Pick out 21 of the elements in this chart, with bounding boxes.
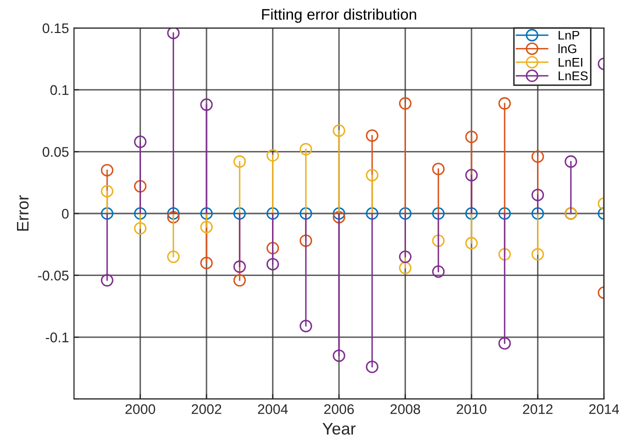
x-tick-label: 2010 — [456, 404, 486, 414]
x-tick-label: 2004 — [258, 404, 288, 414]
legend-label: lnG — [558, 44, 576, 54]
y-tick-label: 0.1 — [50, 85, 68, 96]
x-tick-label: 2000 — [126, 404, 156, 414]
y-axis-title: Error — [17, 195, 29, 231]
x-tick-label: 2002 — [192, 404, 222, 414]
x-tick-label: 2014 — [589, 404, 619, 414]
legend-label: LnEI — [558, 58, 582, 67]
x-tick-label: 2006 — [324, 404, 354, 414]
x-tick-label: 2012 — [523, 404, 553, 414]
y-tick-label: -0.05 — [38, 270, 69, 281]
chart-title: Fitting error distribution — [262, 8, 416, 23]
legend-label: LnES — [558, 71, 588, 80]
y-tick-label: 0.15 — [42, 23, 69, 34]
y-tick-label: 0 — [62, 208, 69, 219]
legend-label: LnP — [558, 30, 580, 40]
y-tick-label: 0.05 — [42, 147, 69, 157]
x-axis-title: Year — [322, 422, 356, 435]
x-tick-label: 2008 — [390, 404, 420, 414]
y-tick-label: -0.1 — [46, 332, 68, 342]
